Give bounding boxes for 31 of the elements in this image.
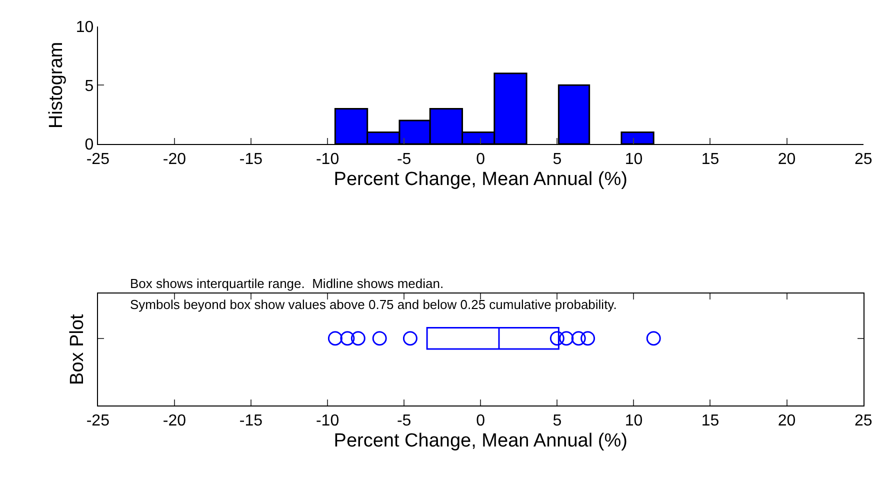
x-tick-label: 25	[854, 151, 872, 168]
x-tick-label: -15	[239, 151, 263, 168]
x-tick-label: 10	[624, 151, 643, 168]
x-axis-title: Percent Change, Mean Annual (%)	[334, 169, 628, 190]
x-tick-label: 20	[778, 412, 796, 430]
x-tick-label: 0	[476, 151, 486, 168]
x-tick-label: -20	[162, 412, 186, 430]
x-tick-label: 5	[552, 151, 562, 168]
x-tick-label: -10	[316, 412, 340, 430]
x-tick-label: -10	[316, 151, 340, 168]
x-axis-title: Percent Change, Mean Annual (%)	[334, 430, 628, 452]
x-tick-label: -25	[86, 412, 110, 430]
x-tick-label: 5	[552, 412, 562, 430]
x-tick-label: 15	[701, 412, 720, 430]
x-tick-label: 10	[624, 412, 643, 430]
x-tick-label: -20	[162, 151, 186, 168]
y-axis-title: Box Plot	[66, 313, 88, 385]
x-tick-label: 25	[854, 412, 872, 430]
y-axis-title: Histogram	[46, 42, 67, 128]
y-tick-label: 0	[84, 136, 94, 154]
x-tick-label: 20	[778, 151, 796, 168]
x-tick-label: -25	[86, 151, 110, 168]
y-tick-label: 10	[76, 18, 94, 36]
x-tick-label: -15	[239, 412, 263, 430]
x-tick-label: -5	[396, 151, 412, 168]
annotation: Symbols beyond box show values above 0.75 and below 0.25 cumulative probability.	[130, 297, 617, 312]
x-tick-label: 0	[476, 412, 486, 430]
text: Box shows interquartile range. Midline shows median.	[130, 276, 444, 291]
x-tick-label: 15	[701, 151, 720, 168]
x-tick-label: -5	[396, 412, 412, 430]
y-tick-label: 5	[84, 78, 94, 95]
